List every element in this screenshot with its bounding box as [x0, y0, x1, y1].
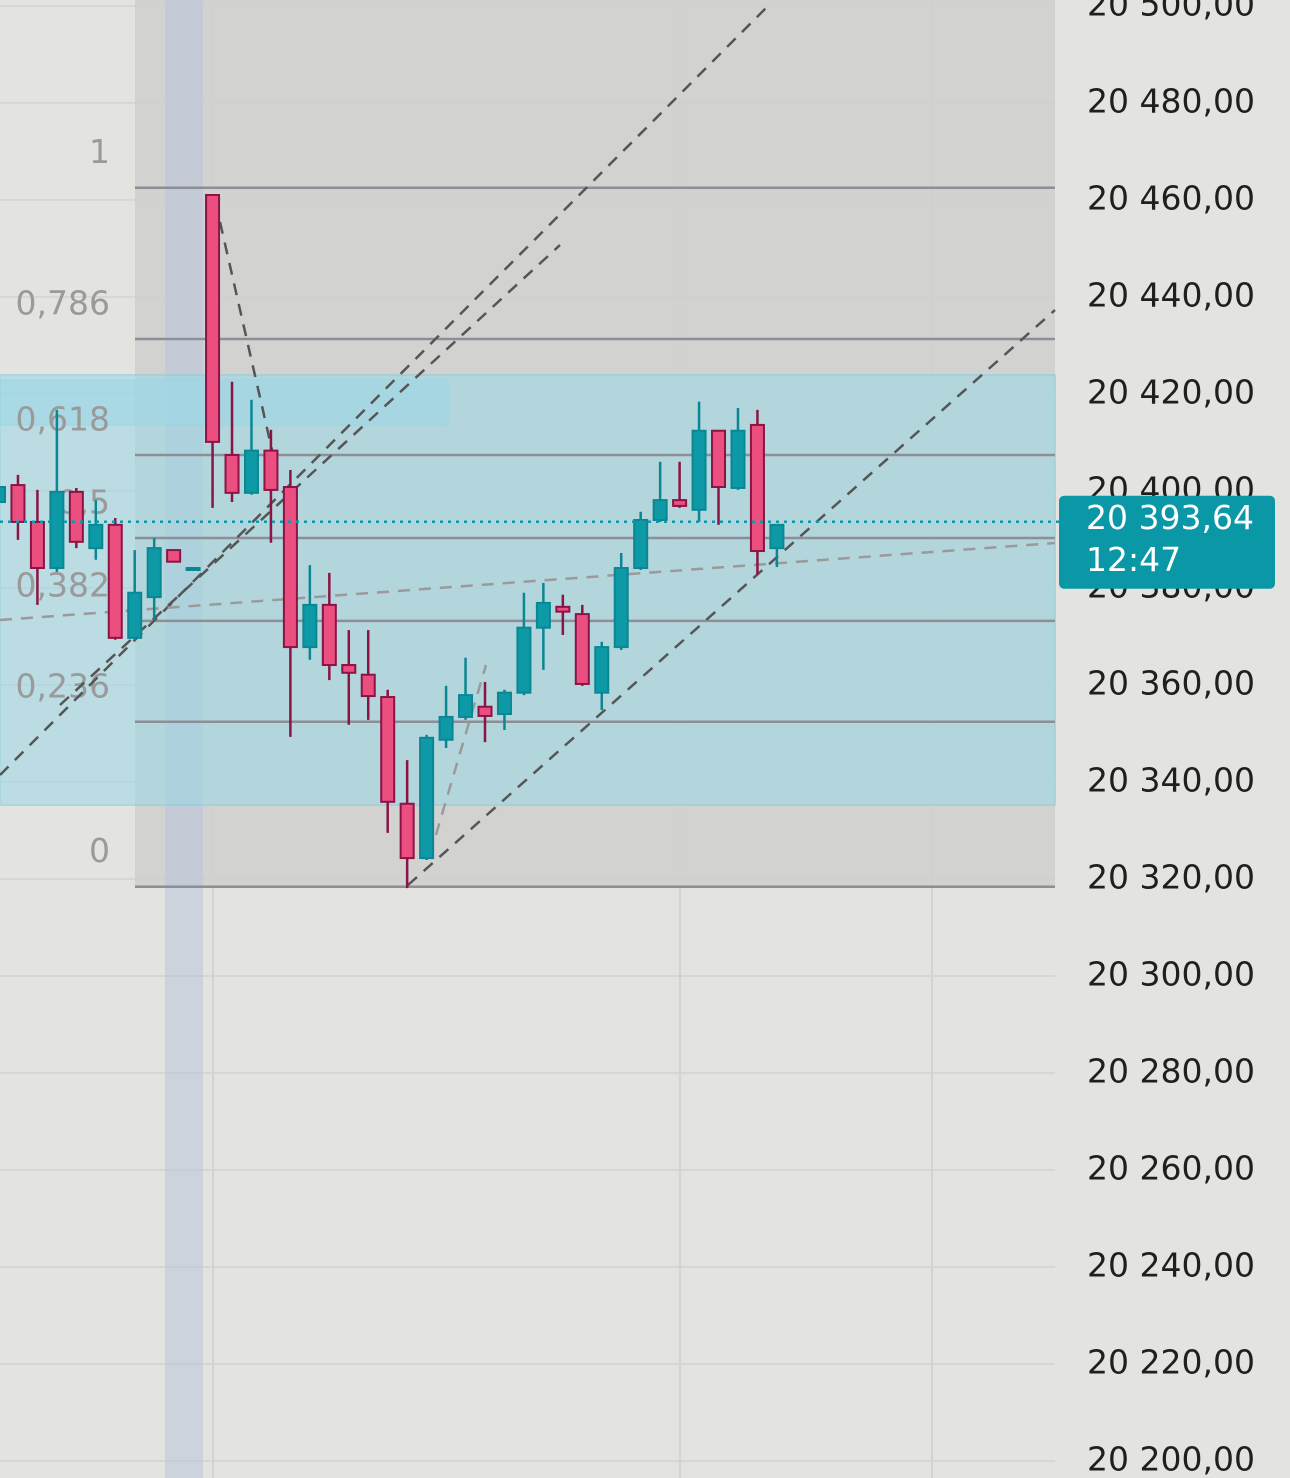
candle-body	[516, 626, 532, 694]
last-price-box	[1059, 495, 1275, 589]
candle-body	[749, 423, 765, 553]
candle-body	[633, 518, 649, 570]
zone	[0, 374, 1056, 806]
candle-body	[399, 802, 415, 860]
trend-line	[59, 244, 561, 706]
candle-body	[672, 499, 688, 507]
candle-body	[302, 603, 318, 649]
candle-body	[496, 691, 512, 716]
fib-label: 0,786	[16, 284, 110, 323]
trend-line	[407, 309, 1056, 886]
candle-body	[205, 193, 221, 443]
candle-body	[224, 453, 240, 494]
candle-body	[613, 567, 629, 649]
candle-body	[574, 613, 590, 685]
y-tick-label: 20 200,00	[1087, 1440, 1255, 1478]
candle-body	[477, 705, 493, 717]
fib-label: 1	[89, 132, 110, 171]
candle-body	[711, 429, 727, 489]
y-tick-label: 20 220,00	[1087, 1343, 1255, 1382]
y-tick-label: 20 420,00	[1087, 372, 1255, 411]
candle-body	[438, 715, 454, 741]
candle-body	[341, 664, 357, 674]
fib-label: 0	[89, 831, 110, 870]
candle-body	[555, 605, 571, 613]
y-tick-label: 20 480,00	[1087, 81, 1255, 120]
y-tick-label: 20 300,00	[1087, 954, 1255, 993]
candle-body	[10, 484, 26, 523]
fib-label: 0,618	[16, 399, 110, 438]
candle-body	[88, 523, 104, 550]
candle-body	[535, 601, 551, 629]
candles	[0, 193, 785, 889]
y-tick-label: 20 460,00	[1087, 178, 1255, 217]
y-tick-label: 20 260,00	[1087, 1148, 1255, 1187]
candle-body	[730, 429, 746, 489]
candle-body	[107, 523, 123, 639]
fib-label: 0,382	[16, 565, 110, 604]
candle-body	[185, 567, 201, 572]
candle-body	[419, 736, 435, 860]
candle-body	[594, 646, 610, 694]
candle-body	[458, 694, 474, 718]
candle-body	[166, 549, 182, 563]
candle-body	[263, 449, 279, 491]
candle-body	[321, 603, 337, 667]
countdown: 12:47	[1086, 540, 1181, 579]
candle-body	[691, 429, 707, 511]
candle-body	[769, 523, 785, 550]
y-tick-label: 20 360,00	[1087, 663, 1255, 702]
trend-line	[0, 5, 769, 776]
candle-body	[146, 547, 162, 599]
y-tick-label: 20 280,00	[1087, 1051, 1255, 1090]
trend-line	[0, 541, 1056, 622]
candle-body	[49, 490, 65, 570]
y-tick-label: 20 340,00	[1087, 760, 1255, 799]
candle-body	[29, 520, 45, 570]
candle-body	[380, 696, 396, 803]
candle-body	[127, 591, 143, 639]
candle-body	[0, 486, 6, 504]
y-tick-label: 20 500,00	[1087, 0, 1255, 23]
last-price-label: 20 393,64	[1086, 498, 1254, 537]
candle-body	[243, 449, 259, 494]
y-tick-label: 20 440,00	[1087, 275, 1255, 314]
candle-body	[652, 499, 668, 521]
candle-body	[282, 486, 298, 649]
trend-line	[218, 221, 274, 451]
y-tick-label: 20 320,00	[1087, 857, 1255, 896]
candle-body	[68, 490, 84, 543]
y-tick-label: 20 240,00	[1087, 1245, 1255, 1284]
candle-body	[360, 673, 376, 698]
drawings	[0, 5, 1056, 886]
